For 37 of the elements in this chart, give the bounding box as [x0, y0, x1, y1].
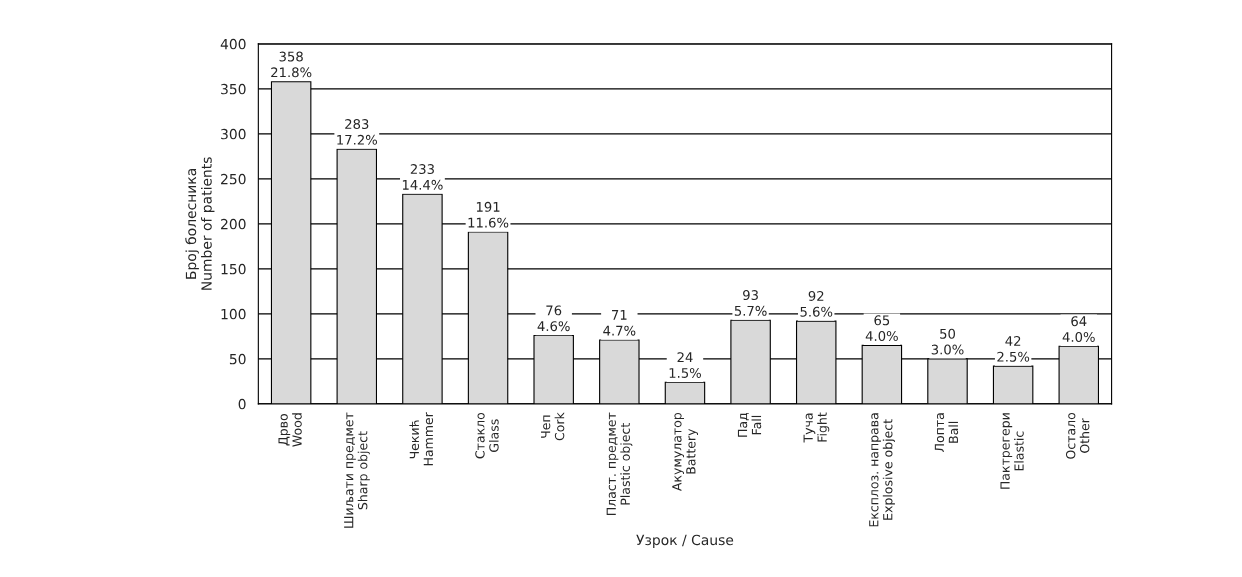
- x-tick-label: Експлоз. направа Explosive object: [869, 413, 895, 527]
- data-label: 283 17.2%: [337, 119, 378, 145]
- data-label: 65 4.0%: [865, 315, 898, 342]
- x-tick-label: Пласт. предмет Plastic object: [606, 412, 633, 515]
- data-label: 71 4.7%: [603, 310, 636, 336]
- data-label: 191 11.6%: [468, 201, 509, 228]
- y-tick-label: 400: [220, 38, 246, 50]
- x-axis-title: Узрок / Cause: [636, 534, 734, 548]
- y-tick-label: 350: [221, 83, 246, 95]
- y-tick-label: 50: [229, 353, 246, 365]
- y-tick-label: 0: [238, 398, 246, 410]
- x-tick-label: Туча Fight: [803, 412, 830, 443]
- data-label: 50 3.0%: [931, 328, 964, 355]
- y-tick-label: 300: [221, 128, 246, 140]
- data-label: 233 14.4%: [402, 164, 443, 190]
- data-label: 92 5.6%: [800, 290, 833, 317]
- data-label: 93 5.7%: [734, 290, 767, 316]
- data-label: 358 21.8%: [271, 51, 312, 78]
- y-axis-title: Број болесника Number of patients: [185, 157, 215, 290]
- y-tick-label: 250: [221, 173, 246, 185]
- x-tick-label: Пад Fall: [737, 412, 762, 437]
- x-tick-label: Остало Other: [1065, 412, 1090, 459]
- x-tick-label: Чеп Cork: [541, 412, 565, 441]
- x-tick-label: Стакло Glass: [475, 412, 499, 459]
- x-tick-label: Лопта Ball: [934, 413, 959, 452]
- x-tick-label: Шиљати предмет Sharp object: [344, 412, 370, 528]
- x-tick-label: Чекић Hammer: [409, 412, 434, 466]
- y-tick-label: 100: [221, 308, 246, 320]
- data-label: 64 4.0%: [1062, 316, 1095, 342]
- data-label: 24 1.5%: [669, 352, 701, 378]
- y-tick-label: 200: [221, 218, 246, 230]
- x-tick-label: Акумулатор Battery: [672, 412, 699, 491]
- y-tick-label: 150: [221, 263, 246, 275]
- x-tick-label: Пактрегери Elastic: [1000, 413, 1024, 489]
- data-label: 76 4.6%: [537, 305, 570, 332]
- x-tick-label: Дрво Wood: [278, 413, 302, 447]
- data-label: 42 2.5%: [997, 335, 1030, 362]
